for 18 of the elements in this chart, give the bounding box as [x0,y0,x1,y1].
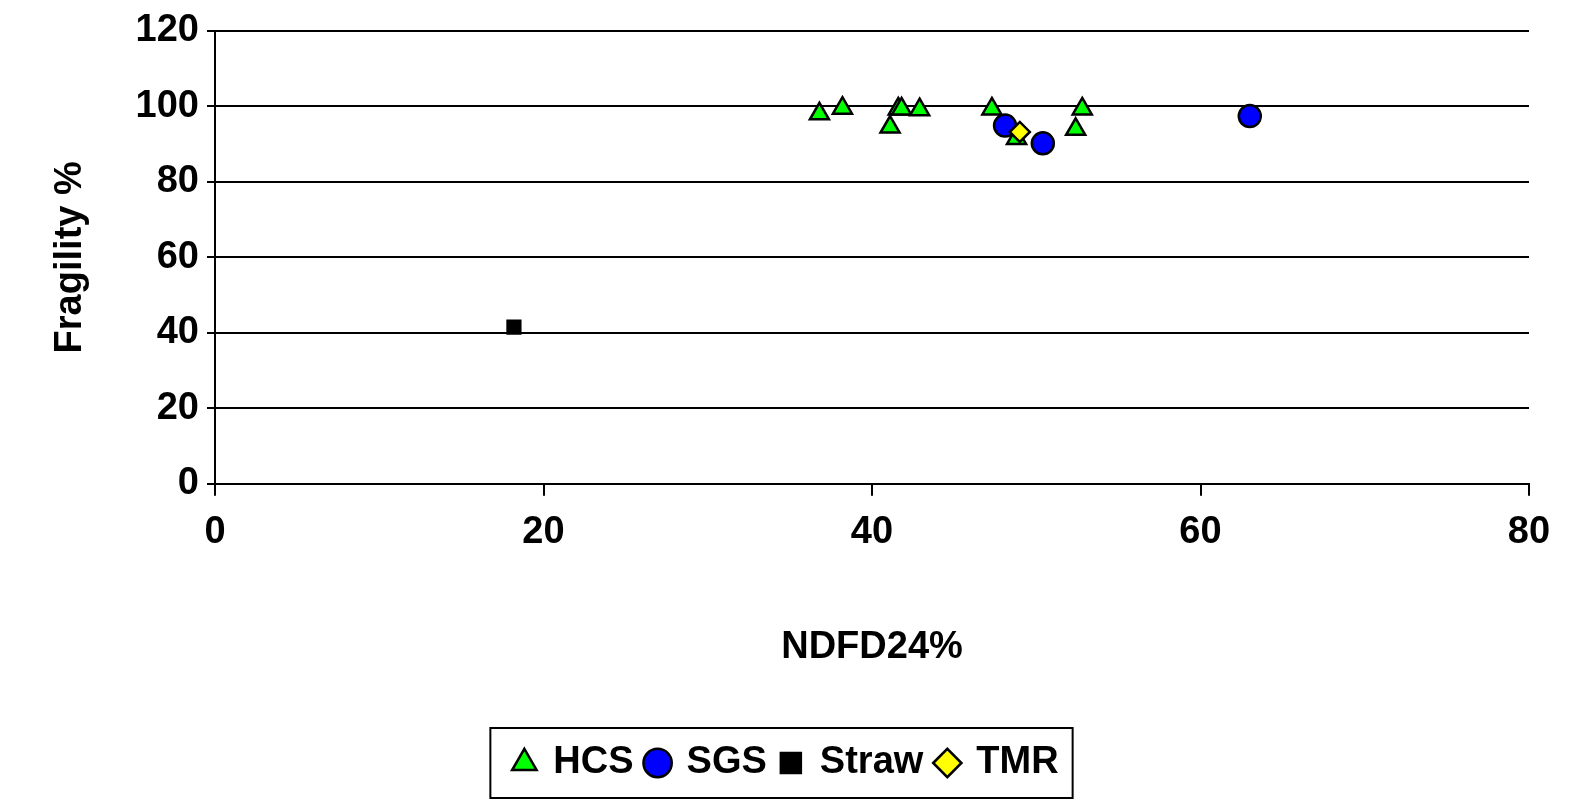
y-tick-label: 60 [156,233,199,276]
x-axis-title: NDFD24% [781,623,963,666]
y-axis-title: Fragility % [47,161,90,354]
y-tick-label: 100 [135,82,199,125]
y-tick-label: 0 [177,460,199,503]
legend-label: Straw [819,739,924,782]
legend-label: TMR [976,739,1059,782]
x-tick-label: 0 [204,509,226,552]
y-tick-label: 120 [135,7,199,50]
y-tick-label: 40 [156,309,199,352]
y-tick-label: 20 [156,384,199,427]
legend-label: SGS [686,739,767,782]
x-tick-label: 40 [850,509,894,552]
y-tick-label: 80 [156,158,199,201]
x-tick-label: 80 [1507,509,1551,552]
x-tick-label: 60 [1179,509,1222,552]
x-tick-label: 20 [522,509,565,552]
legend-label: HCS [553,739,634,782]
